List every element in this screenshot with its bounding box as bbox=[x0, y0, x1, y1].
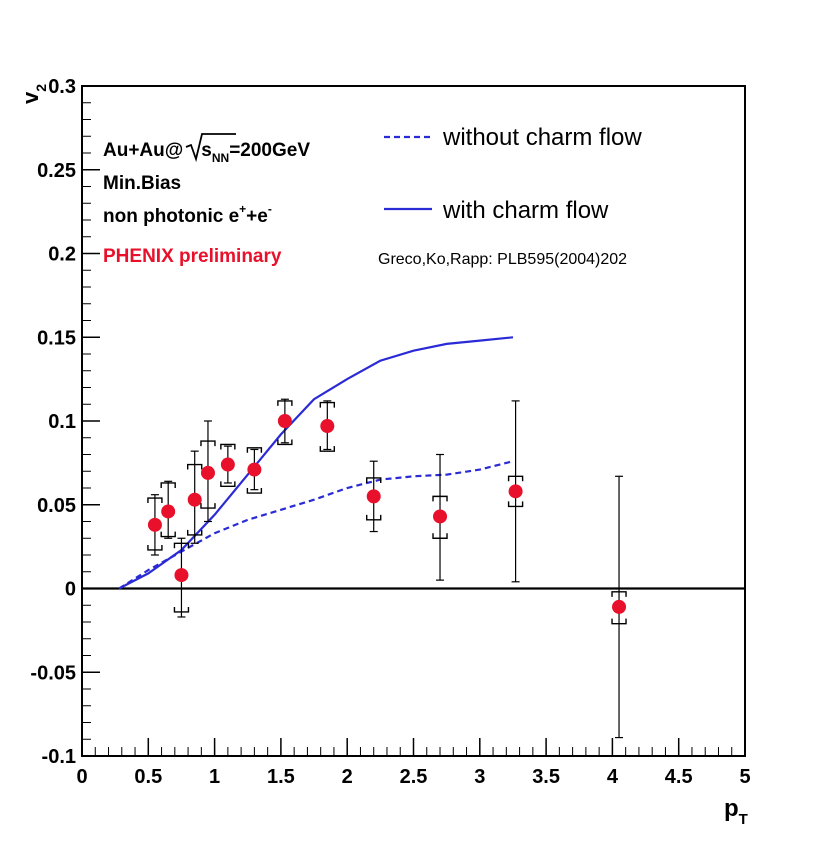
data-point bbox=[277, 398, 293, 446]
data-point bbox=[200, 420, 216, 523]
data-point bbox=[160, 480, 176, 539]
curve-with-charm-flow bbox=[118, 336, 514, 590]
sys-bracket-bottom bbox=[160, 531, 176, 538]
legend: without charm flow with charm flow Greco… bbox=[378, 124, 642, 268]
data-marker bbox=[200, 465, 215, 480]
sys-bracket-top bbox=[187, 463, 203, 470]
sys-bracket-top bbox=[611, 591, 627, 597]
data-point bbox=[173, 537, 190, 618]
x-tick-label: 3 bbox=[474, 766, 485, 788]
x-tick-label: 5 bbox=[739, 766, 750, 788]
data-marker bbox=[508, 484, 523, 499]
data-point bbox=[507, 400, 524, 583]
y-tick-label: 0.1 bbox=[48, 411, 76, 433]
sys-bracket-top bbox=[220, 443, 236, 450]
centrality-text: Min.Bias bbox=[103, 173, 181, 194]
y-tick-label: 0 bbox=[65, 579, 76, 601]
data-point bbox=[319, 400, 336, 452]
axes-layer: -0.1 -0.05 0 0.05 0.1 0.15 0.2 0.25 0.3 0 0.5 1 1.5 2… bbox=[30, 76, 750, 788]
collision-system-text: Au+Au@ sNN=200GeV bbox=[103, 140, 310, 165]
x-tick-label: 4 bbox=[607, 766, 619, 788]
sys-bracket-top bbox=[246, 447, 263, 453]
data-point bbox=[246, 447, 263, 494]
sys-bracket-bottom bbox=[277, 439, 293, 446]
y-tick-label: 0.25 bbox=[37, 160, 76, 182]
x-tick-label: 0 bbox=[76, 766, 87, 788]
data-marker bbox=[247, 462, 262, 477]
x-tick-label: 3.5 bbox=[532, 766, 560, 788]
sys-bracket-bottom bbox=[173, 606, 190, 613]
particle-text: non photonic e++e- bbox=[103, 202, 272, 227]
data-marker bbox=[612, 599, 627, 614]
sys-bracket-bottom bbox=[366, 514, 382, 521]
x-tick-label: 2 bbox=[342, 766, 353, 788]
y-tick-label: 0.2 bbox=[48, 244, 76, 266]
x-tick-label: 0.5 bbox=[134, 766, 162, 788]
x-tick-label: 2.5 bbox=[400, 766, 428, 788]
sys-bracket-top bbox=[160, 482, 176, 488]
data-marker bbox=[277, 414, 292, 428]
sys-bracket-top bbox=[277, 400, 293, 406]
sys-bracket-top bbox=[147, 497, 163, 504]
plot-frame bbox=[81, 85, 746, 757]
data-marker bbox=[320, 419, 335, 434]
sys-bracket-top bbox=[366, 477, 382, 483]
data-point bbox=[432, 453, 448, 581]
experiment-label: PHENIX preliminary bbox=[103, 246, 282, 267]
x-axis-label: pT bbox=[724, 795, 748, 828]
sys-bracket-bottom bbox=[246, 488, 263, 494]
x-tick-label: 4.5 bbox=[665, 766, 693, 788]
data-point bbox=[220, 443, 236, 488]
data-point bbox=[366, 460, 382, 533]
data-marker bbox=[161, 504, 176, 519]
sys-bracket-top bbox=[507, 475, 524, 482]
sys-bracket-bottom bbox=[319, 446, 336, 452]
data-marker bbox=[366, 489, 381, 504]
model-curves bbox=[118, 336, 514, 590]
sys-bracket-bottom bbox=[611, 618, 627, 625]
y-axis-label: v2 bbox=[18, 84, 49, 104]
legend-label-without-charm: without charm flow bbox=[442, 124, 642, 151]
y-tick-label: 0.05 bbox=[37, 495, 76, 517]
y-tick-label: -0.05 bbox=[30, 662, 76, 684]
sys-bracket-bottom bbox=[147, 544, 163, 551]
sys-bracket-bottom bbox=[200, 503, 216, 509]
sys-bracket-top bbox=[432, 495, 448, 502]
sys-bracket-bottom bbox=[507, 501, 524, 508]
data-marker bbox=[174, 568, 189, 583]
legend-label-with-charm: with charm flow bbox=[442, 197, 609, 224]
data-marker bbox=[433, 509, 448, 524]
annotation-block: Au+Au@ sNN=200GeV Min.Bias non photonic e… bbox=[103, 133, 310, 267]
sqrt-symbol bbox=[185, 133, 236, 163]
x-tick-label: 1 bbox=[209, 766, 220, 788]
y-tick-label: 0.15 bbox=[37, 327, 76, 349]
data-marker bbox=[220, 457, 235, 472]
data-marker bbox=[187, 492, 202, 507]
reference-text: Greco,Ko,Rapp: PLB595(2004)202 bbox=[378, 251, 627, 268]
data-point bbox=[187, 450, 203, 544]
data-point bbox=[147, 494, 163, 556]
data-marker bbox=[147, 517, 162, 532]
y-tick-label: -0.1 bbox=[42, 746, 76, 768]
sys-bracket-bottom bbox=[220, 481, 236, 488]
sys-bracket-top bbox=[173, 542, 190, 549]
data-points bbox=[147, 398, 627, 739]
x-tick-label: 1.5 bbox=[267, 766, 295, 788]
data-point bbox=[611, 475, 627, 739]
sys-bracket-top bbox=[200, 440, 216, 447]
y-tick-label: 0.3 bbox=[48, 76, 76, 98]
sys-bracket-top bbox=[319, 401, 336, 408]
sys-bracket-bottom bbox=[187, 529, 203, 536]
sys-bracket-bottom bbox=[432, 533, 448, 539]
